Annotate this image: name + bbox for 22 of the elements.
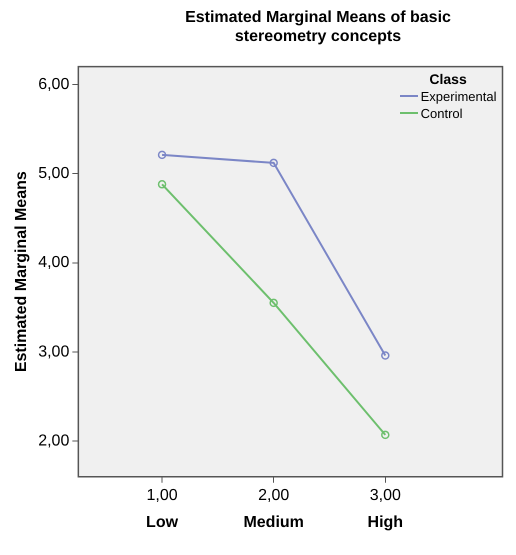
point [269, 158, 278, 168]
point [158, 180, 166, 189]
y-tick-label: 6,00 [38, 76, 70, 93]
x-tick-label: 3,00 [370, 486, 401, 504]
legend-label: Control [420, 104, 463, 122]
legend-title: Class [428, 70, 468, 88]
point [158, 150, 166, 160]
legend-label: Experimental [420, 88, 496, 105]
y-tick-label: 3,00 [38, 343, 70, 360]
text: Low [146, 514, 179, 532]
point [381, 351, 390, 360]
y-axis-title: Estimated Marginal Means [13, 171, 30, 372]
y-tick-label: 5,00 [38, 165, 70, 182]
point [269, 298, 278, 308]
x-tick-label: 2,00 [258, 486, 290, 504]
text: High [368, 514, 404, 532]
x-tick-label: 1,00 [146, 486, 178, 504]
point [381, 430, 390, 440]
text: Medium [243, 514, 304, 532]
y-tick-label: 4,00 [38, 254, 70, 272]
chart-title: Estimated Marginal Means of basic stereometry concepts [184, 8, 452, 46]
y-tick-label: 2,00 [38, 432, 70, 450]
